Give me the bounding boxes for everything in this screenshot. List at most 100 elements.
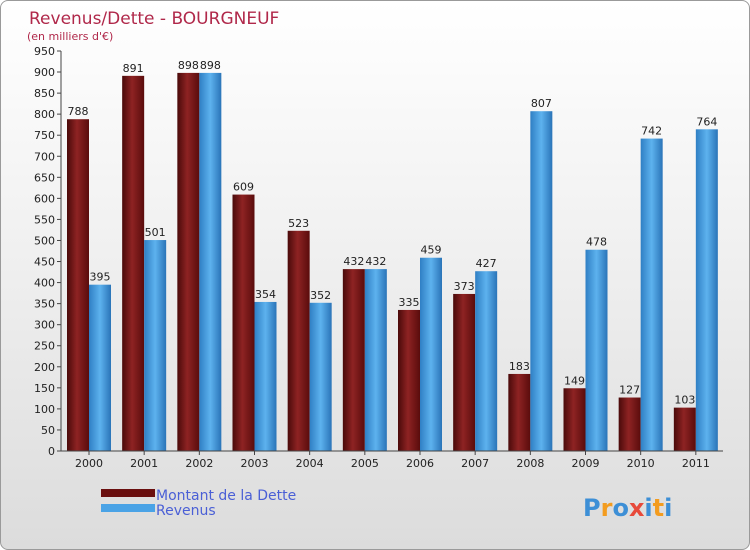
y-tick-label: 400 bbox=[34, 277, 55, 290]
chart-subtitle: (en milliers d'€) bbox=[27, 30, 113, 43]
bar-dette-2009 bbox=[563, 388, 586, 451]
x-tick-label: 2006 bbox=[406, 457, 434, 470]
logo-letter: i bbox=[664, 494, 672, 522]
bar-dette-2000 bbox=[67, 119, 89, 452]
x-tick-label: 2000 bbox=[75, 457, 103, 470]
data-label-dette-2011: 103 bbox=[674, 394, 695, 407]
data-label-revenus-2001: 501 bbox=[145, 226, 166, 239]
x-tick-label: 2009 bbox=[572, 457, 600, 470]
y-tick-label: 500 bbox=[34, 234, 55, 247]
logo-letter: o bbox=[612, 494, 629, 522]
x-tick-label: 2011 bbox=[682, 457, 710, 470]
data-label-revenus-2005: 432 bbox=[365, 255, 386, 268]
data-label-revenus-2007: 427 bbox=[476, 257, 497, 270]
x-tick-label: 2002 bbox=[185, 457, 213, 470]
bar-dette-2005 bbox=[342, 269, 365, 451]
y-tick-label: 200 bbox=[34, 361, 55, 374]
y-tick-label: 850 bbox=[34, 87, 55, 100]
data-label-dette-2008: 183 bbox=[509, 360, 530, 373]
bar-revenus-2011 bbox=[695, 129, 718, 451]
y-tick-label: 600 bbox=[34, 192, 55, 205]
x-axis: 2000 2001 2002 2003 2004 2005 2006 2007 2008 2009… bbox=[61, 450, 723, 470]
bar-dette-2008 bbox=[508, 373, 531, 451]
data-label-dette-2003: 609 bbox=[233, 181, 254, 194]
x-tick-label: 2008 bbox=[516, 457, 544, 470]
legend-label-revenus: Revenus bbox=[156, 503, 216, 519]
x-tick-label: 2004 bbox=[296, 457, 324, 470]
legend-label-dette: Montant de la Dette bbox=[156, 488, 296, 504]
data-label-revenus-2011: 764 bbox=[696, 115, 717, 128]
y-tick-label: 550 bbox=[34, 213, 55, 226]
legend-swatch-revenus bbox=[101, 504, 155, 512]
bar-dette-2001 bbox=[122, 75, 145, 451]
bar-dette-2003 bbox=[232, 194, 255, 451]
logo-letter: r bbox=[601, 494, 613, 522]
bar-revenus-2009 bbox=[585, 249, 608, 451]
logo-letter: x bbox=[629, 494, 645, 522]
x-tick-label: 2010 bbox=[627, 457, 655, 470]
y-tick-label: 100 bbox=[34, 403, 55, 416]
data-label-dette-2009: 149 bbox=[564, 374, 585, 387]
data-label-dette-2000: 788 bbox=[68, 105, 89, 118]
y-tick-label: 950 bbox=[34, 45, 55, 58]
bar-revenus-2003 bbox=[254, 301, 277, 451]
data-label-dette-2002: 898 bbox=[178, 59, 199, 72]
bars: 788 395 891 501 898 898 609 354 523 352 432 432 335 4… bbox=[67, 59, 718, 452]
data-label-revenus-2006: 459 bbox=[421, 244, 442, 257]
y-tick-label: 0 bbox=[48, 445, 55, 458]
proxiti-logo: Proxiti bbox=[583, 494, 672, 522]
bar-dette-2011 bbox=[673, 407, 696, 451]
legend: Montant de la Dette Revenus bbox=[101, 488, 296, 519]
data-label-revenus-2008: 807 bbox=[531, 97, 552, 110]
bar-dette-2006 bbox=[398, 309, 420, 451]
x-tick-label: 2007 bbox=[461, 457, 489, 470]
x-tick-label: 2001 bbox=[130, 457, 158, 470]
data-label-dette-2006: 335 bbox=[399, 296, 420, 309]
data-label-revenus-2004: 352 bbox=[310, 289, 331, 302]
y-tick-label: 450 bbox=[34, 256, 55, 269]
data-label-dette-2005: 432 bbox=[343, 255, 364, 268]
data-label-dette-2001: 891 bbox=[123, 62, 144, 75]
y-tick-label: 700 bbox=[34, 150, 55, 163]
bar-dette-2007 bbox=[453, 293, 476, 451]
bar-dette-2010 bbox=[618, 397, 641, 451]
y-axis: 0 50 100 150 200 250 300 350 400 450 500 550 600 650 7… bbox=[34, 45, 62, 458]
bar-revenus-2010 bbox=[640, 138, 663, 451]
bar-revenus-2002 bbox=[199, 72, 222, 451]
data-label-revenus-2009: 478 bbox=[586, 236, 607, 249]
bar-dette-2002 bbox=[177, 72, 200, 451]
x-tick-label: 2003 bbox=[241, 457, 269, 470]
data-label-revenus-2002: 898 bbox=[200, 59, 221, 72]
y-tick-label: 250 bbox=[34, 340, 55, 353]
y-tick-label: 350 bbox=[34, 298, 55, 311]
logo-letter: i bbox=[644, 494, 652, 522]
y-tick-label: 50 bbox=[41, 424, 55, 437]
data-label-dette-2007: 373 bbox=[454, 280, 475, 293]
bar-revenus-2005 bbox=[364, 269, 387, 451]
logo-letter: P bbox=[583, 494, 601, 522]
bar-revenus-2004 bbox=[309, 302, 332, 451]
bar-revenus-2008 bbox=[530, 111, 553, 452]
bar-revenus-2001 bbox=[144, 240, 167, 451]
y-tick-label: 650 bbox=[34, 171, 55, 184]
chart-title: Revenus/Dette - BOURGNEUF bbox=[29, 9, 279, 29]
y-tick-label: 750 bbox=[34, 129, 55, 142]
data-label-revenus-2000: 395 bbox=[90, 271, 111, 284]
bar-revenus-2007 bbox=[475, 271, 498, 451]
bar-revenus-2000 bbox=[89, 284, 111, 451]
x-tick-label: 2005 bbox=[351, 457, 379, 470]
data-label-dette-2010: 127 bbox=[619, 384, 640, 397]
y-tick-label: 150 bbox=[34, 382, 55, 395]
data-label-revenus-2003: 354 bbox=[255, 288, 276, 301]
logo-letter: t bbox=[653, 494, 664, 522]
bar-dette-2004 bbox=[287, 230, 310, 451]
data-label-revenus-2010: 742 bbox=[641, 125, 662, 138]
y-tick-label: 900 bbox=[34, 66, 55, 79]
y-tick-label: 300 bbox=[34, 319, 55, 332]
bar-revenus-2006 bbox=[420, 257, 442, 451]
y-tick-label: 800 bbox=[34, 108, 55, 121]
data-label-dette-2004: 523 bbox=[288, 217, 309, 230]
legend-swatch-dette bbox=[101, 489, 155, 497]
